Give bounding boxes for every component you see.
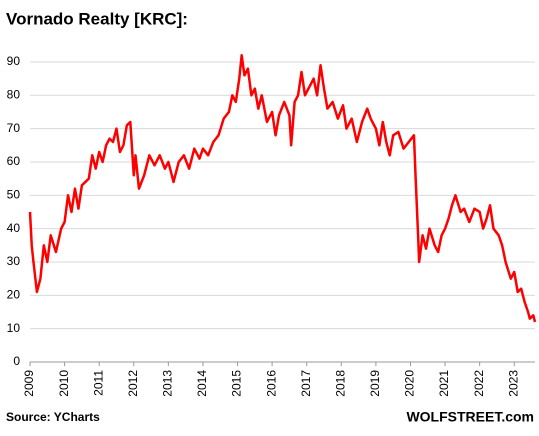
price-line [28,54,537,323]
y-tick-label: 10 [7,321,21,335]
x-tick-label: 2020 [403,370,417,397]
x-tick-label: 2017 [299,370,313,397]
y-tick-label: 40 [7,221,21,235]
x-tick-label: 2023 [506,370,520,397]
y-tick-label: 30 [7,254,21,268]
x-tick-label: 2011 [91,370,105,396]
x-tick-label: 2010 [57,370,71,397]
x-tick-label: 2015 [230,370,244,397]
x-tick-label: 2012 [126,370,140,397]
x-tick-label: 2014 [195,370,209,397]
x-tick-label: 2013 [161,370,175,397]
x-tick-label: 2018 [333,370,347,397]
x-tick-label: 2021 [437,370,451,397]
y-tick-label: 60 [7,154,21,168]
chart-title: Vornado Realty [KRC]: [6,9,188,28]
x-tick-label: 2016 [264,370,278,397]
y-tick-label: 0 [13,354,20,368]
source: Source: YCharts [6,410,100,424]
x-tick-label: 2022 [472,370,486,397]
x-tick-label: 2009 [22,370,36,397]
y-tick-label: 80 [7,87,21,101]
x-tick-label: 2019 [368,370,382,397]
y-tick-label: 70 [7,121,21,135]
y-tick-label: 90 [7,54,21,68]
watermark: WOLFSTREET.com [406,409,534,425]
y-tick-label: 20 [7,287,21,301]
y-tick-label: 50 [7,187,21,201]
